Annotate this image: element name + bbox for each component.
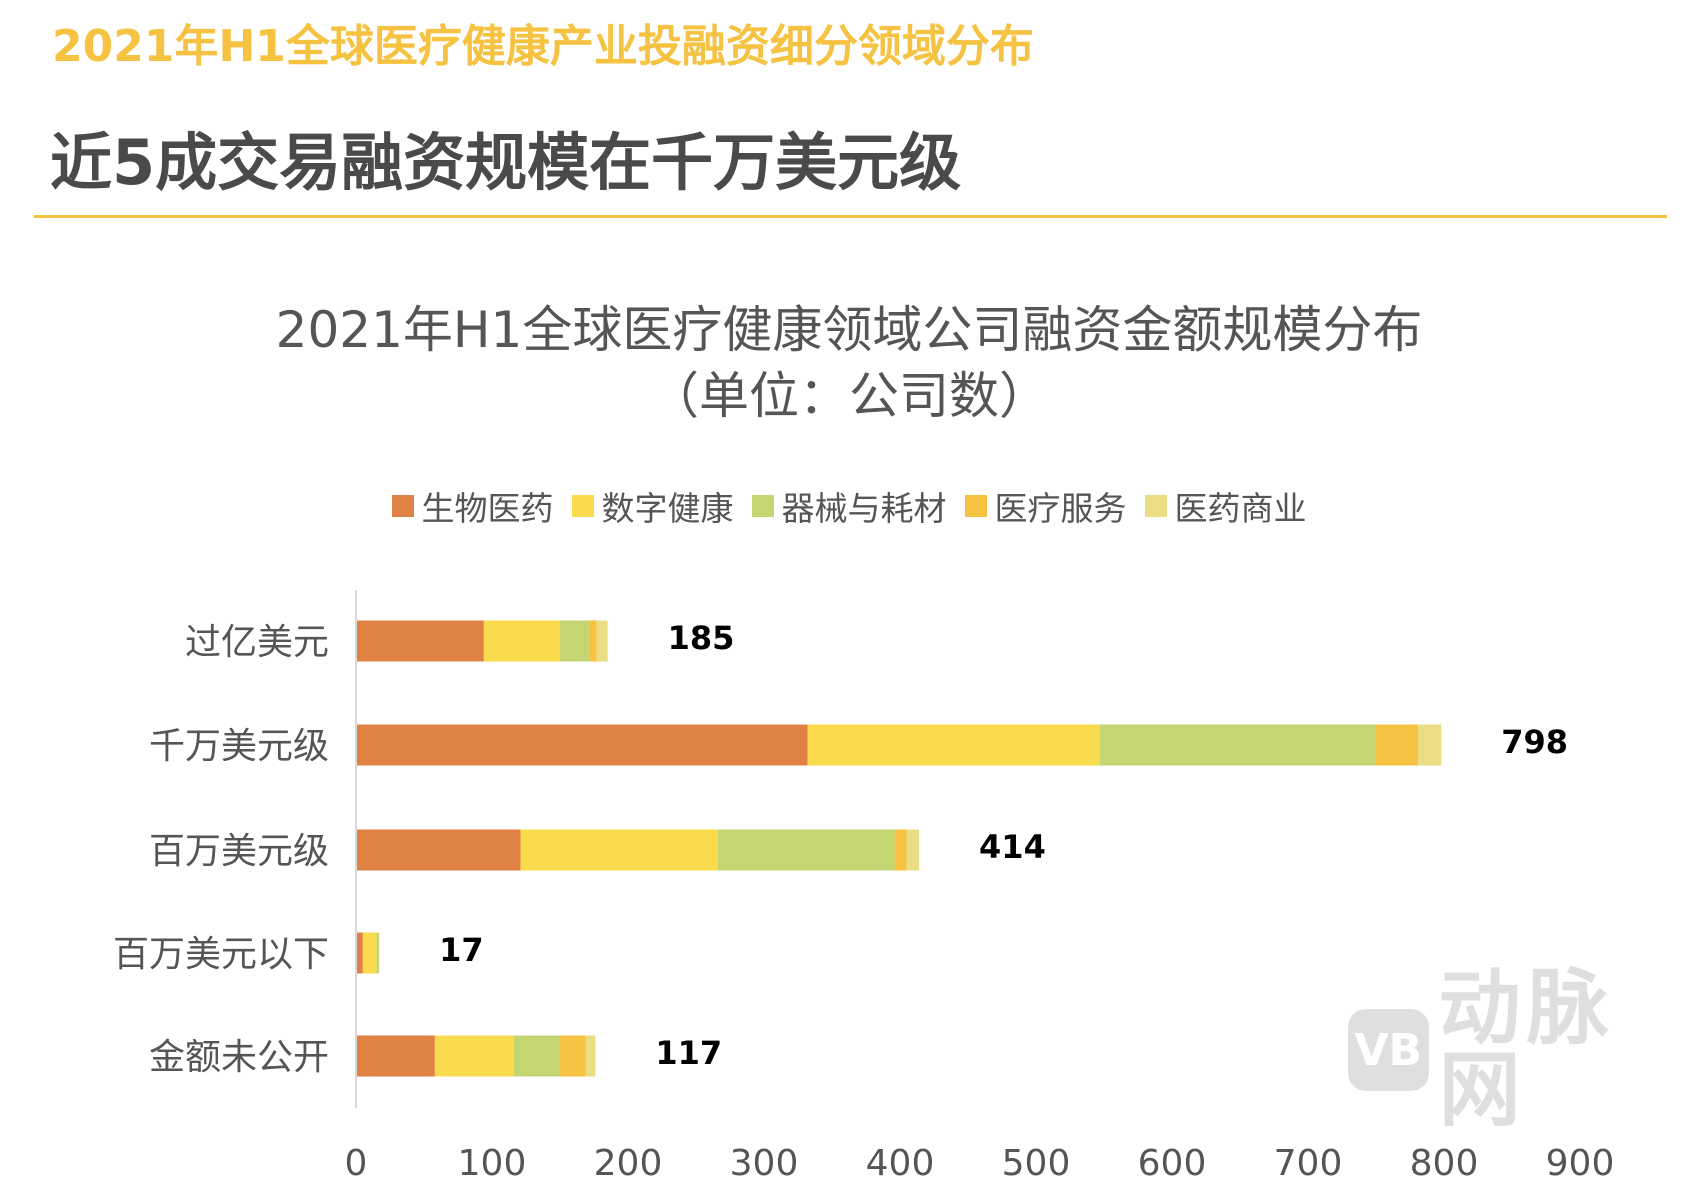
x-tick-label: 900 — [1546, 1143, 1615, 1184]
headline: 近5成交易融资规模在千万美元级 — [50, 126, 962, 199]
x-tick-label: 200 — [594, 1143, 663, 1184]
watermark-text: 动脉网 — [1438, 961, 1615, 1138]
chart-title: 2021年H1全球医疗健康领域公司融资金额规模分布 — [275, 301, 1423, 359]
bar-segment — [560, 620, 590, 662]
bar-segment — [356, 724, 808, 766]
bar-segment — [520, 829, 718, 871]
legend: 生物医药 数字健康 器械与耗材 医疗服务 医药商业 — [0, 482, 1698, 530]
x-tick-label: 0 — [345, 1143, 368, 1184]
bar-segment — [560, 1035, 586, 1077]
legend-label: 医药商业 — [1174, 489, 1307, 528]
legend-item: 医药商业 — [1144, 482, 1307, 530]
legend-swatch — [751, 495, 774, 517]
total-label: 798 — [1501, 723, 1568, 761]
x-tick-label: 800 — [1410, 1143, 1479, 1184]
category-label: 千万美元级 — [149, 726, 329, 767]
total-label: 117 — [655, 1034, 722, 1072]
bar-segment — [596, 620, 608, 662]
legend-swatch — [571, 495, 594, 517]
category-label: 百万美元级 — [149, 831, 329, 872]
x-tick-label: 500 — [1002, 1143, 1071, 1184]
divider — [34, 215, 1667, 218]
bar-segment — [356, 620, 484, 662]
total-label: 414 — [979, 828, 1046, 866]
category-label: 金额未公开 — [149, 1037, 329, 1078]
kicker-title: 2021年H1全球医疗健康产业投融资细分领域分布 — [52, 21, 1034, 72]
legend-label: 医疗服务 — [994, 489, 1127, 528]
legend-label: 数字健康 — [601, 489, 734, 528]
bar-segment — [513, 1035, 560, 1077]
bar-segment — [434, 1035, 514, 1077]
total-label: 17 — [439, 931, 484, 969]
bar-segment — [1376, 724, 1419, 766]
x-tick-label: 300 — [730, 1143, 799, 1184]
bar-segment — [585, 1035, 596, 1077]
x-tick-label: 600 — [1138, 1143, 1207, 1184]
bar-segment — [717, 829, 895, 871]
x-tick-label: 100 — [458, 1143, 527, 1184]
legend-item: 生物医药 — [391, 482, 554, 530]
bar-segment — [356, 1035, 435, 1077]
chart-subtitle: （单位：公司数） — [649, 367, 1049, 425]
bar-segment — [906, 829, 920, 871]
legend-swatch — [1144, 495, 1167, 517]
bar-segment — [362, 932, 377, 974]
legend-label: 器械与耗材 — [781, 489, 947, 528]
category-label: 过亿美元 — [185, 622, 329, 663]
bar-segment — [356, 932, 363, 974]
bar-segment — [1099, 724, 1376, 766]
bar-segment — [589, 620, 597, 662]
legend-label: 生物医药 — [421, 489, 554, 528]
bar-segment — [376, 932, 380, 974]
bar-segment — [807, 724, 1100, 766]
bar-segment — [356, 829, 521, 871]
watermark-icon: VB — [1348, 1009, 1429, 1091]
legend-item: 医疗服务 — [964, 482, 1127, 530]
legend-item: 器械与耗材 — [751, 482, 947, 530]
legend-swatch — [964, 495, 987, 517]
x-tick-label: 400 — [866, 1143, 935, 1184]
x-tick-label: 700 — [1274, 1143, 1343, 1184]
bar-segment — [894, 829, 907, 871]
category-label: 百万美元以下 — [113, 934, 329, 975]
watermark-logo: VB 动脉网 — [1348, 968, 1698, 1132]
bar-segment — [1418, 724, 1442, 766]
total-label: 185 — [668, 619, 735, 657]
legend-swatch — [391, 495, 414, 517]
bar-segment — [483, 620, 560, 662]
legend-item: 数字健康 — [571, 482, 734, 530]
